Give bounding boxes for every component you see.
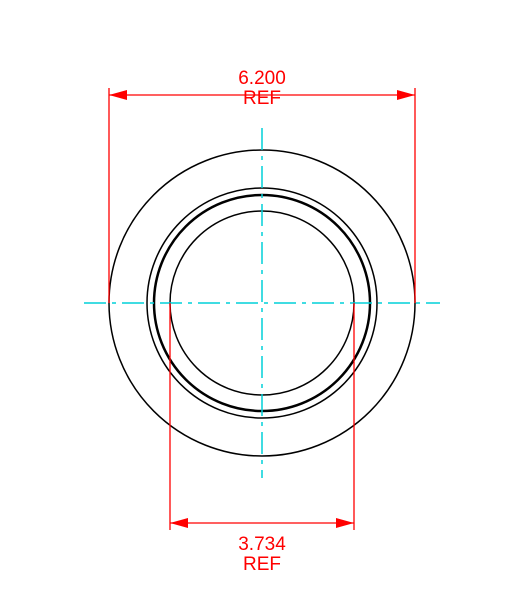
dimension-value: 3.734	[238, 534, 286, 555]
dimension-arrow	[170, 518, 188, 528]
dimension-arrow	[336, 518, 354, 528]
dimension-arrow	[397, 90, 415, 100]
mid-inner-circle	[154, 195, 370, 411]
dimension-ref: REF	[243, 554, 281, 575]
dimension-value: 6.200	[238, 68, 286, 89]
dimension-ref: REF	[243, 88, 281, 109]
dimension-arrow	[109, 90, 127, 100]
